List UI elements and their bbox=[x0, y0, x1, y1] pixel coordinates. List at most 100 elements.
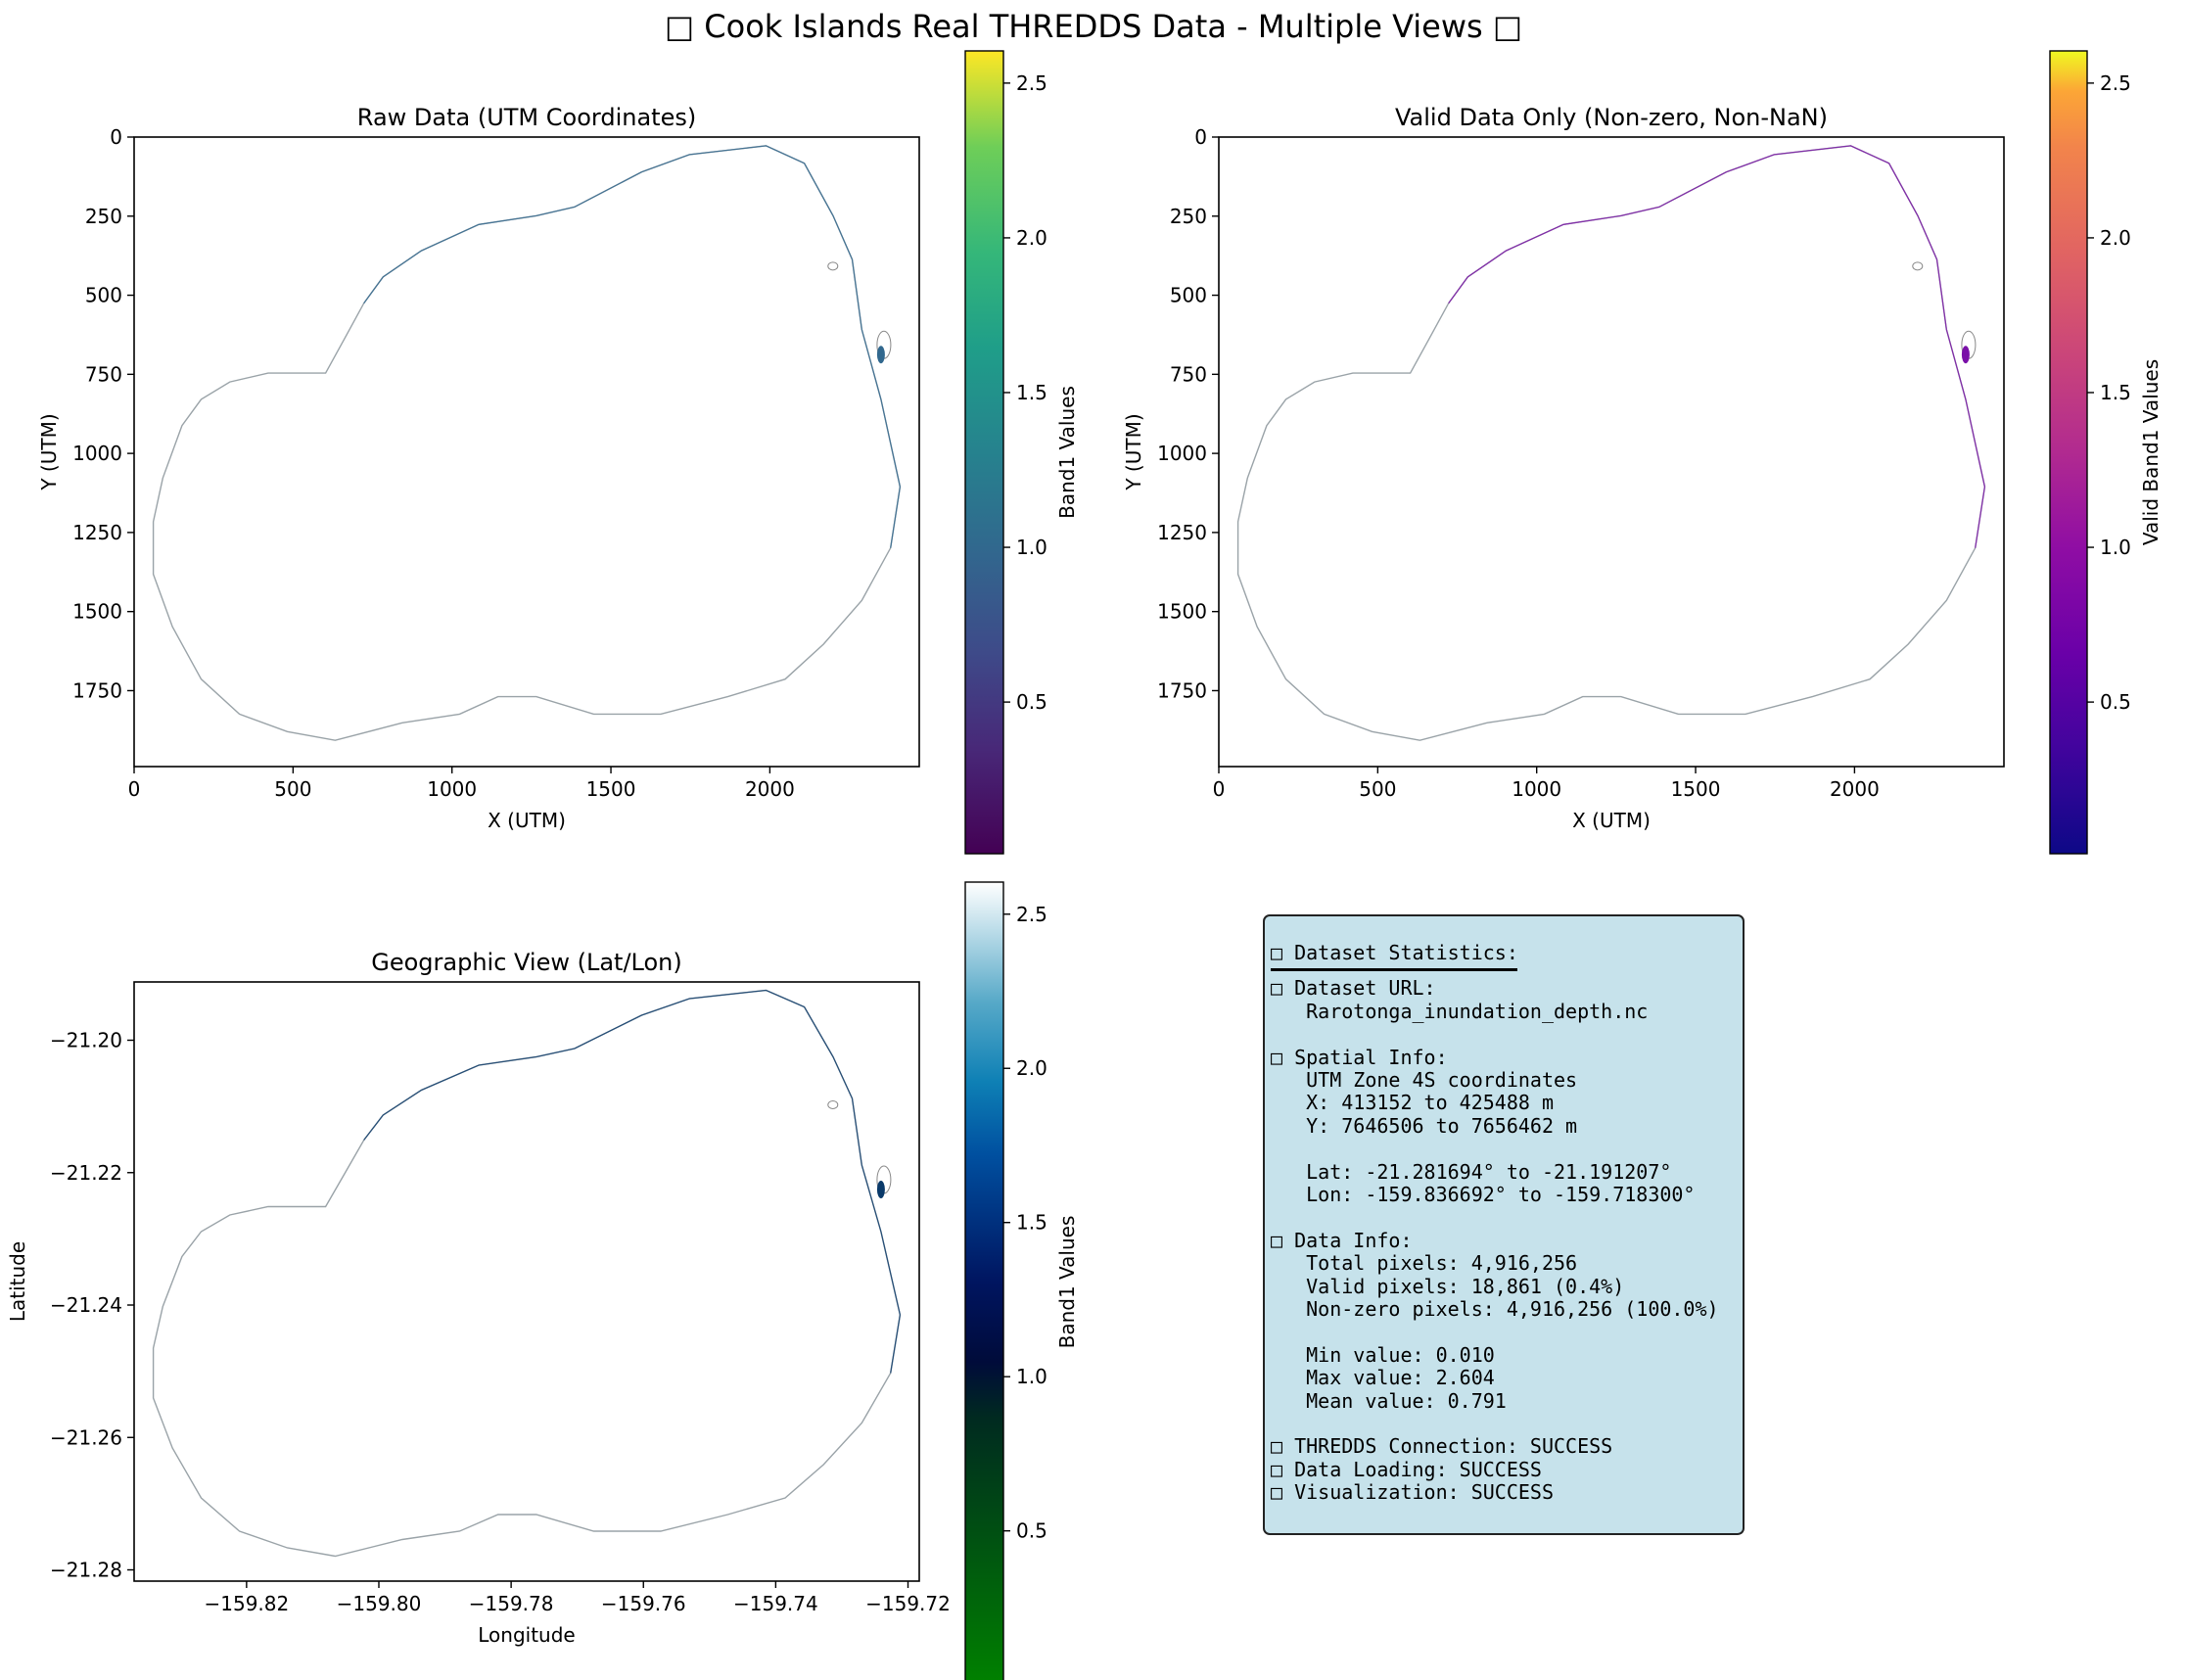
colorbar-tick-label: 1.5 bbox=[1016, 381, 1047, 404]
x-tick-label: 1500 bbox=[1671, 777, 1721, 801]
y-tick-label: 1000 bbox=[72, 442, 122, 465]
colorbar-tick-label: 0.5 bbox=[2100, 690, 2131, 714]
stats-url-value: Rarotonga_inundation_depth.nc bbox=[1271, 999, 1649, 1023]
x-axis-label: X (UTM) bbox=[1572, 809, 1651, 832]
y-tick-label: −21.26 bbox=[50, 1425, 122, 1449]
y-tick-label: −21.24 bbox=[50, 1293, 122, 1317]
y-tick-label: 250 bbox=[85, 205, 122, 228]
y-tick-label: 1500 bbox=[1157, 600, 1207, 624]
chart-title: Raw Data (UTM Coordinates) bbox=[357, 104, 696, 131]
y-tick-label: −21.20 bbox=[50, 1029, 122, 1052]
colorbar-tick-label: 1.0 bbox=[1016, 1365, 1047, 1388]
x-tick-label: 0 bbox=[1213, 777, 1226, 801]
x-tick-label: 500 bbox=[274, 777, 311, 801]
y-tick-label: −21.28 bbox=[50, 1559, 122, 1582]
y-tick-label: 1250 bbox=[1157, 521, 1207, 544]
stats-loading-status: □ Data Loading: SUCCESS bbox=[1271, 1457, 1542, 1481]
stats-mean-value: Mean value: 0.791 bbox=[1271, 1388, 1507, 1413]
y-axis-label: Latitude bbox=[6, 1241, 29, 1322]
x-axis-label: X (UTM) bbox=[488, 809, 566, 832]
colorbar-label: Band1 Values bbox=[1055, 386, 1079, 519]
stats-spatial-lat: Lat: -21.281694° to -21.191207° bbox=[1271, 1159, 1672, 1184]
colorbar-label: Band1 Values bbox=[1055, 1216, 1079, 1349]
stats-heading-rule bbox=[1271, 968, 1517, 972]
stats-heading: □ Dataset Statistics: bbox=[1271, 941, 1518, 964]
stats-total-pixels: Total pixels: 4,916,256 bbox=[1271, 1251, 1578, 1276]
x-tick-label: −159.72 bbox=[865, 1592, 951, 1615]
x-tick-label: −159.80 bbox=[337, 1592, 422, 1615]
y-tick-label: 250 bbox=[1170, 205, 1207, 228]
dataset-statistics-box: □ Dataset Statistics: □ Dataset URL: Rar… bbox=[1263, 914, 1745, 1535]
stats-min-value: Min value: 0.010 bbox=[1271, 1342, 1495, 1367]
chart-title: Valid Data Only (Non-zero, Non-NaN) bbox=[1395, 104, 1828, 131]
y-tick-label: −21.22 bbox=[50, 1161, 122, 1185]
y-tick-label: 1500 bbox=[72, 600, 122, 624]
lagoon-inundation-patch bbox=[1961, 346, 1970, 364]
island-raster-outline bbox=[1236, 145, 1986, 741]
x-tick-label: 0 bbox=[128, 777, 141, 801]
colorbar-tick-label: 1.0 bbox=[2100, 536, 2131, 559]
y-tick-label: 1750 bbox=[72, 678, 122, 702]
y-tick-label: 750 bbox=[1170, 362, 1207, 386]
stats-spatial-zone: UTM Zone 4S coordinates bbox=[1271, 1068, 1578, 1093]
y-tick-label: 750 bbox=[85, 362, 122, 386]
colorbar-tick-label: 1.0 bbox=[1016, 536, 1047, 559]
x-tick-label: 1000 bbox=[427, 777, 477, 801]
figure-suptitle: □ Cook Islands Real THREDDS Data - Multi… bbox=[664, 8, 1523, 45]
chart-panel-3: Geographic View (Lat/Lon) Longitude Latitu… bbox=[6, 881, 1079, 1680]
colorbar: 0.5 1.0 1.5 2.0 2.5 Band1 Values bbox=[964, 50, 1079, 855]
colorbar: 0.5 1.0 1.5 2.0 2.5 Valid Band1 Values bbox=[2049, 50, 2163, 855]
x-tick-label: −159.78 bbox=[469, 1592, 554, 1615]
stats-spatial-y: Y: 7646506 to 7656462 m bbox=[1271, 1113, 1578, 1138]
x-tick-label: 500 bbox=[1359, 777, 1396, 801]
islet-outline bbox=[827, 261, 839, 271]
stats-valid-pixels: Valid pixels: 18,861 (0.4%) bbox=[1271, 1274, 1625, 1298]
x-tick-label: −159.74 bbox=[733, 1592, 818, 1615]
islet-outline bbox=[1912, 261, 1924, 271]
colorbar-tick-label: 2.0 bbox=[2100, 226, 2131, 250]
colorbar-tick-label: 0.5 bbox=[1016, 1519, 1047, 1543]
colorbar-tick-label: 2.5 bbox=[2100, 71, 2131, 95]
colorbar-tick-label: 2.5 bbox=[1016, 71, 1047, 95]
stats-spatial-x: X: 413152 to 425488 m bbox=[1271, 1091, 1554, 1115]
stats-nonzero-pixels: Non-zero pixels: 4,916,256 (100.0%) bbox=[1271, 1297, 1719, 1322]
axes-frame bbox=[133, 136, 920, 768]
chart-panel-2: Valid Data Only (Non-zero, Non-NaN) X (UT… bbox=[1122, 50, 2163, 855]
y-tick-label: 1000 bbox=[1157, 442, 1207, 465]
colorbar-label: Valid Band1 Values bbox=[2139, 359, 2163, 545]
island-raster-outline bbox=[152, 145, 902, 741]
coastal-inundation-band bbox=[363, 989, 902, 1374]
islet-outline bbox=[827, 1099, 839, 1109]
stats-data-label: □ Data Info: bbox=[1271, 1228, 1413, 1252]
y-tick-label: 500 bbox=[1170, 284, 1207, 307]
x-tick-label: −159.76 bbox=[601, 1592, 686, 1615]
y-tick-label: 0 bbox=[110, 125, 122, 149]
lagoon-inundation-patch bbox=[876, 346, 885, 364]
y-tick-label: 0 bbox=[1194, 125, 1207, 149]
stats-spatial-lon: Lon: -159.836692° to -159.718300° bbox=[1271, 1183, 1696, 1207]
coastal-inundation-band bbox=[363, 145, 902, 548]
colorbar-gradient bbox=[2049, 50, 2088, 855]
y-axis-label: Y (UTM) bbox=[37, 413, 61, 490]
lagoon-inundation-patch bbox=[876, 1180, 885, 1198]
x-tick-label: −159.82 bbox=[204, 1592, 289, 1615]
coastal-inundation-band bbox=[1448, 145, 1986, 548]
chart-title: Geographic View (Lat/Lon) bbox=[371, 949, 682, 976]
x-tick-label: 1000 bbox=[1512, 777, 1561, 801]
colorbar-tick-label: 1.5 bbox=[2100, 381, 2131, 404]
island-raster-outline bbox=[152, 989, 902, 1558]
stats-url-label: □ Dataset URL: bbox=[1271, 976, 1436, 1001]
y-tick-label: 1250 bbox=[72, 521, 122, 544]
stats-viz-status: □ Visualization: SUCCESS bbox=[1271, 1480, 1554, 1505]
x-tick-label: 2000 bbox=[745, 777, 795, 801]
colorbar: 0.5 1.0 1.5 2.0 2.5 Band1 Values bbox=[964, 881, 1079, 1680]
stats-spatial-label: □ Spatial Info: bbox=[1271, 1045, 1448, 1069]
y-axis-label: Y (UTM) bbox=[1122, 413, 1145, 490]
colorbar-tick-label: 0.5 bbox=[1016, 690, 1047, 714]
axes-frame bbox=[133, 981, 920, 1582]
colorbar-gradient bbox=[964, 881, 1004, 1680]
colorbar-tick-label: 1.5 bbox=[1016, 1211, 1047, 1235]
colorbar-tick-label: 2.0 bbox=[1016, 1056, 1047, 1080]
colorbar-tick-label: 2.0 bbox=[1016, 226, 1047, 250]
